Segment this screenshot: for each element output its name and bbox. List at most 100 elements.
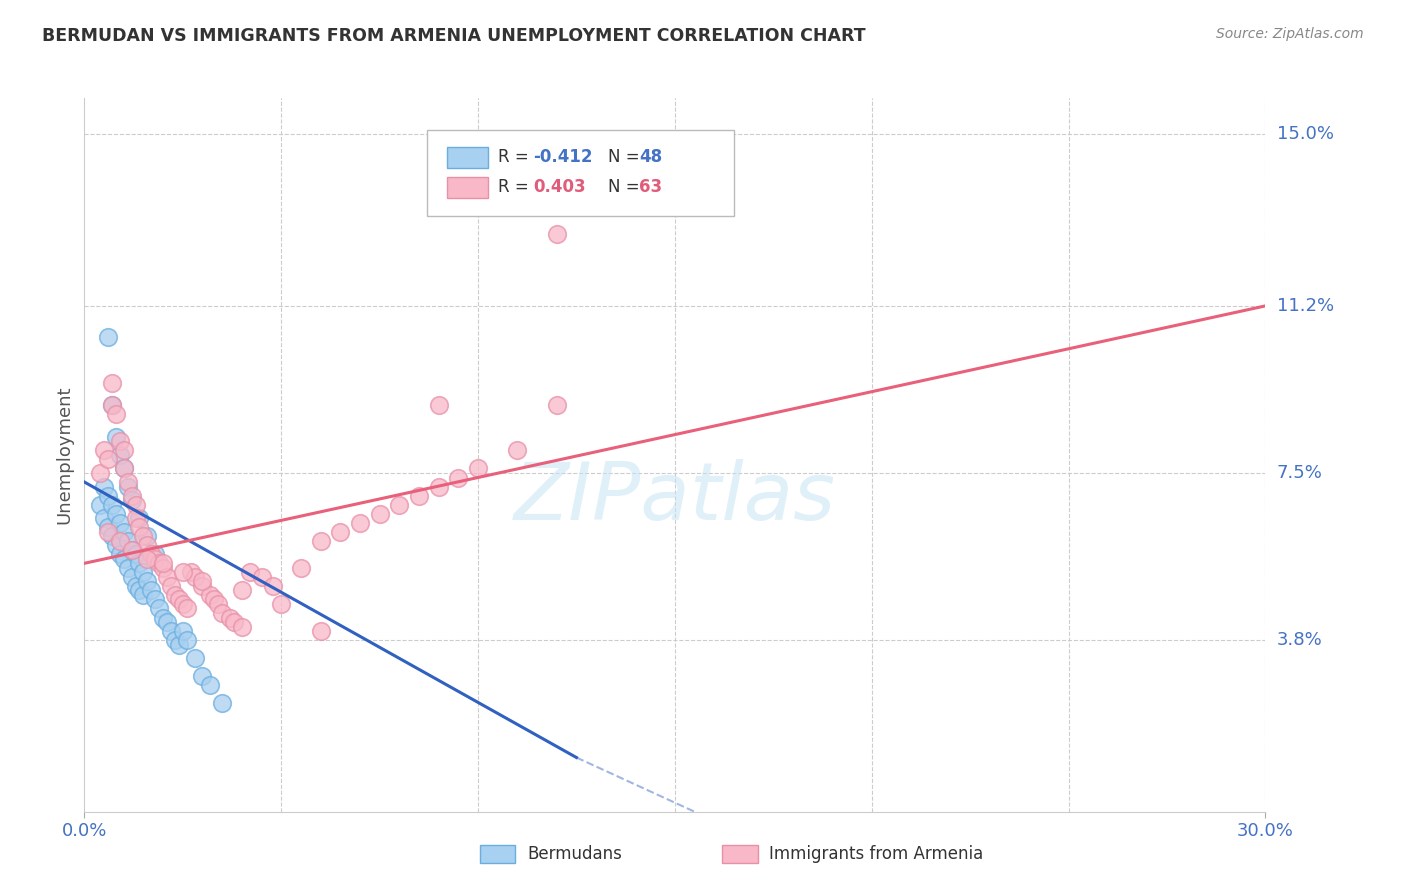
Point (143, 547, 166, 561)
Point (97, 524, 120, 539)
Point (160, 579, 183, 593)
Point (506, 443, 529, 458)
Point (231, 619, 253, 633)
Point (128, 557, 150, 571)
Point (207, 597, 229, 611)
Point (211, 696, 233, 710)
Point (104, 507, 127, 521)
Point (112, 443, 135, 458)
Text: 48: 48 (640, 148, 662, 166)
Point (104, 538, 127, 552)
Point (89, 498, 111, 512)
Point (160, 624, 183, 638)
Point (93, 443, 115, 458)
Point (141, 547, 163, 561)
Point (368, 507, 391, 521)
Point (121, 489, 143, 503)
Point (329, 524, 352, 539)
Point (309, 533, 332, 548)
Point (117, 475, 139, 489)
Point (143, 592, 166, 607)
Point (202, 592, 225, 607)
Text: Immigrants from Armenia: Immigrants from Armenia (769, 845, 984, 863)
Point (124, 579, 146, 593)
Text: BERMUDAN VS IMMIGRANTS FROM ARMENIA UNEMPLOYMENT CORRELATION CHART: BERMUDAN VS IMMIGRANTS FROM ARMENIA UNEM… (42, 27, 866, 45)
Point (176, 601, 198, 615)
Text: -0.412: -0.412 (533, 148, 593, 166)
Point (143, 551, 166, 566)
Point (124, 498, 146, 512)
Point (270, 597, 292, 611)
Point (121, 570, 143, 584)
Point (124, 547, 146, 561)
Point (152, 610, 174, 624)
Point (117, 561, 139, 575)
Point (172, 624, 194, 638)
Point (447, 470, 470, 484)
Point (427, 398, 450, 412)
Point (219, 610, 242, 624)
Text: R =: R = (498, 178, 534, 196)
Text: 15.0%: 15.0% (1277, 125, 1333, 144)
Point (104, 430, 127, 444)
Point (121, 542, 143, 557)
Point (121, 542, 143, 557)
Point (408, 489, 430, 503)
Text: Source: ZipAtlas.com: Source: ZipAtlas.com (1216, 27, 1364, 41)
Point (89, 466, 111, 480)
FancyBboxPatch shape (447, 146, 488, 168)
Point (191, 579, 214, 593)
Text: 7.5%: 7.5% (1277, 464, 1323, 482)
FancyBboxPatch shape (427, 130, 734, 216)
Point (231, 583, 253, 598)
Point (121, 493, 143, 508)
Point (239, 566, 262, 580)
Text: N =: N = (607, 178, 644, 196)
Text: 63: 63 (640, 178, 662, 196)
Point (148, 601, 170, 615)
Point (97, 520, 120, 534)
Text: 3.8%: 3.8% (1277, 632, 1322, 649)
Point (108, 533, 131, 548)
Point (132, 588, 155, 602)
Text: 0.403: 0.403 (533, 178, 586, 196)
Point (141, 583, 163, 598)
Point (180, 566, 202, 580)
Point (191, 574, 214, 589)
Point (136, 538, 159, 552)
Y-axis label: Unemployment: Unemployment (55, 385, 73, 524)
Text: 11.2%: 11.2% (1277, 297, 1334, 315)
Point (191, 669, 214, 683)
Point (93, 511, 115, 525)
Point (128, 511, 150, 525)
Point (136, 574, 159, 589)
Point (156, 570, 179, 584)
Text: N =: N = (607, 148, 644, 166)
Point (211, 606, 233, 620)
Point (148, 557, 170, 571)
Point (112, 524, 135, 539)
Text: Bermudans: Bermudans (527, 845, 621, 863)
Point (104, 407, 127, 421)
Point (152, 557, 174, 571)
Point (108, 547, 131, 561)
Point (250, 570, 273, 584)
Point (262, 579, 284, 593)
Point (101, 529, 124, 543)
FancyBboxPatch shape (447, 177, 488, 198)
Point (546, 227, 568, 241)
Point (128, 520, 150, 534)
Point (172, 566, 194, 580)
Point (108, 516, 131, 530)
Point (467, 461, 489, 475)
Point (200, 588, 222, 602)
Point (97, 452, 120, 467)
Point (101, 398, 124, 412)
Point (546, 398, 568, 412)
Point (136, 551, 159, 566)
Point (349, 516, 371, 530)
Point (97, 489, 120, 503)
Point (112, 461, 135, 475)
Point (290, 561, 312, 575)
Point (183, 651, 205, 665)
